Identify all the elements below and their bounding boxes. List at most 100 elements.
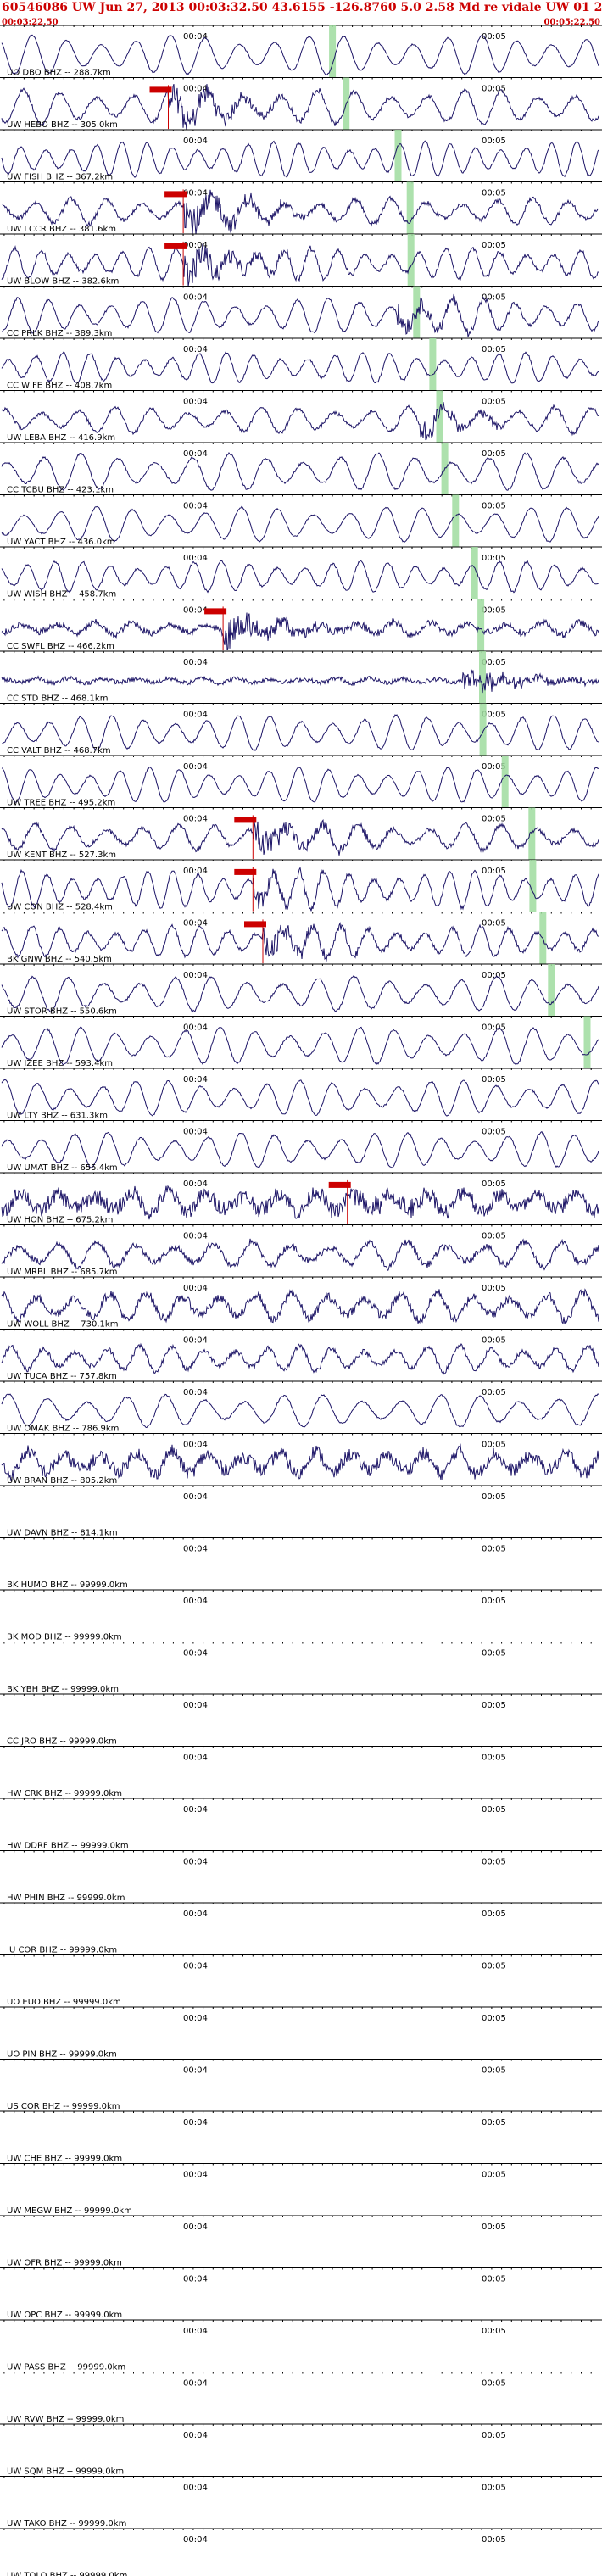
time-tick-label: 00:05 <box>482 711 506 720</box>
station-label: UW WISH BHZ -- 458.7km <box>7 590 116 599</box>
time-tick-label: 00:05 <box>482 919 506 928</box>
time-tick-label: 00:05 <box>482 32 506 42</box>
station-label: UW DAVN BHZ -- 814.1km <box>7 1529 118 1538</box>
station-label: CC JRO BHZ -- 99999.0km <box>7 1737 117 1747</box>
station-label: HW CRK BHZ -- 99999.0km <box>7 1789 122 1798</box>
time-tick-label: 00:04 <box>183 1284 208 1293</box>
time-tick-label: 00:04 <box>183 867 208 876</box>
event-title: 60546086 UW Jun 27, 2013 00:03:32.50 43.… <box>2 1 602 14</box>
station-label: UW MRBL BHZ -- 685.7km <box>7 1268 118 1277</box>
station-label: UW TREE BHZ -- 495.2km <box>7 799 115 808</box>
time-tick-label: 00:04 <box>183 189 208 198</box>
predicted-arrival-marker <box>529 860 537 912</box>
waveform-trace <box>1 505 599 543</box>
time-tick-label: 00:04 <box>183 2171 208 2180</box>
time-tick-label: 00:04 <box>183 971 208 980</box>
predicted-arrival-marker <box>548 964 555 1017</box>
time-tick-label: 00:04 <box>183 2014 208 2023</box>
pick-flag <box>234 817 257 823</box>
predicted-arrival-marker <box>429 338 437 391</box>
pick-flag <box>328 1181 351 1188</box>
plot-header: 60546086 UW Jun 27, 2013 00:03:32.50 43.… <box>0 0 602 34</box>
time-tick-label: 00:05 <box>482 2014 506 2023</box>
time-tick-label: 00:04 <box>183 2118 208 2127</box>
time-tick-label: 00:05 <box>482 1754 506 1763</box>
time-tick-label: 00:05 <box>482 1023 506 1033</box>
station-label: BK HUMO BHZ -- 99999.0km <box>7 1581 128 1590</box>
time-tick-label: 00:05 <box>482 1284 506 1293</box>
time-tick-label: 00:05 <box>482 1701 506 1710</box>
station-label: HW DDRF BHZ -- 99999.0km <box>7 1842 129 1851</box>
station-label: CC SWFL BHZ -- 466.2km <box>7 642 114 651</box>
pick-flag <box>244 921 266 928</box>
station-label: UW RVW BHZ -- 99999.0km <box>7 2415 124 2424</box>
station-label: UW BRAN BHZ -- 805.2km <box>7 1476 117 1486</box>
time-tick-label: 00:04 <box>183 449 208 459</box>
waveform-trace <box>1 766 599 803</box>
waveform-trace <box>1 1238 599 1271</box>
time-tick-label: 00:05 <box>482 2484 506 2493</box>
waveform-trace <box>1 714 599 751</box>
time-tick-label: 00:05 <box>482 502 506 511</box>
station-label: BK GNW BHZ -- 540.5km <box>7 955 112 964</box>
time-tick-label: 00:04 <box>183 1441 208 1450</box>
time-tick-label: 00:05 <box>482 345 506 354</box>
time-tick-label: 00:04 <box>183 1962 208 1971</box>
station-label: UW KENT BHZ -- 527.3km <box>7 850 116 860</box>
station-label: UW CON BHZ -- 528.4km <box>7 903 113 912</box>
waveform-trace <box>1 140 599 178</box>
station-label: CC WIFE BHZ -- 408.7km <box>7 382 112 391</box>
time-tick-label: 00:05 <box>482 1597 506 1606</box>
station-label: UW BLOW BHZ -- 382.6km <box>7 277 119 287</box>
time-tick-label: 00:05 <box>482 762 506 772</box>
time-tick-label: 00:05 <box>482 2118 506 2127</box>
time-tick-label: 00:04 <box>183 1805 208 1815</box>
time-tick-label: 00:05 <box>482 137 506 146</box>
waveform-trace <box>1 351 599 384</box>
time-tick-label: 00:04 <box>183 293 208 303</box>
time-tick-label: 00:04 <box>183 2379 208 2389</box>
station-label: BK MOD BHZ -- 99999.0km <box>7 1633 122 1642</box>
time-tick-label: 00:05 <box>482 1910 506 1919</box>
time-tick-label: 00:04 <box>183 1492 208 1502</box>
predicted-arrival-marker <box>528 807 536 860</box>
time-tick-label: 00:05 <box>482 85 506 94</box>
time-tick-label: 00:05 <box>482 1805 506 1815</box>
predicted-arrival-marker <box>452 494 460 547</box>
time-tick-label: 00:05 <box>482 1492 506 1502</box>
station-label: UW FISH BHZ -- 367.2km <box>7 173 113 182</box>
time-tick-label: 00:05 <box>482 2275 506 2284</box>
waveform-trace <box>1 975 599 1013</box>
time-tick-label: 00:04 <box>183 658 208 667</box>
station-label: UW OFR BHZ -- 99999.0km <box>7 2259 122 2268</box>
time-tick-label: 00:04 <box>183 32 208 42</box>
predicted-arrival-marker <box>406 181 414 234</box>
time-tick-label: 00:04 <box>183 1701 208 1710</box>
time-tick-label: 00:05 <box>482 293 506 303</box>
pick-flag <box>204 608 227 615</box>
station-label: UW HON BHZ -- 675.2km <box>7 1216 113 1225</box>
time-tick-label: 00:05 <box>482 1545 506 1554</box>
time-tick-label: 00:04 <box>183 1128 208 1137</box>
station-label: BK YBH BHZ -- 99999.0km <box>7 1685 119 1694</box>
waveform-trace <box>1 1185 599 1220</box>
station-label: UW OPC BHZ -- 99999.0km <box>7 2311 122 2320</box>
station-label: UW YACT BHZ -- 436.0km <box>7 538 115 547</box>
waveform-trace <box>1 922 599 962</box>
time-tick-label: 00:04 <box>183 1597 208 1606</box>
predicted-arrival-marker <box>479 651 486 704</box>
time-tick-label: 00:04 <box>183 1232 208 1241</box>
waveform-trace <box>1 402 599 441</box>
time-tick-label: 00:05 <box>482 1858 506 1867</box>
station-label: UW TUCA BHZ -- 757.8km <box>7 1372 117 1381</box>
station-label: UW LEBA BHZ -- 416.9km <box>7 433 115 443</box>
waveform-trace <box>1 293 599 337</box>
station-label: UO DBO BHZ -- 288.7km <box>7 69 111 78</box>
time-tick-label: 00:04 <box>183 1545 208 1554</box>
time-tick-label: 00:04 <box>183 2066 208 2076</box>
time-tick-label: 00:04 <box>183 815 208 824</box>
waveform-trace <box>1 1342 599 1375</box>
station-label: UW STOR BHZ -- 550.6km <box>7 1007 117 1017</box>
station-label: UO PIN BHZ -- 99999.0km <box>7 2050 117 2060</box>
